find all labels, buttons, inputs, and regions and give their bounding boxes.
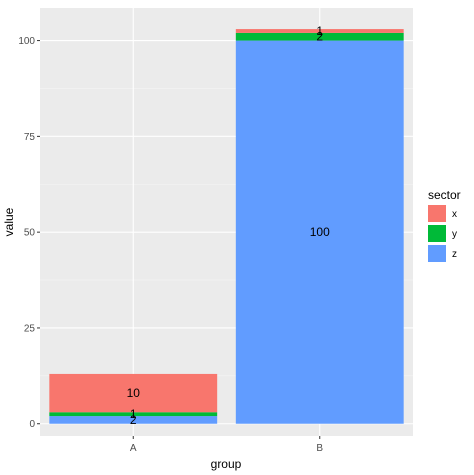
bar-segment-A-x xyxy=(49,373,218,413)
y-tick-label: 75 xyxy=(24,132,36,143)
y-axis-title: value xyxy=(2,207,16,236)
data-label-A-x: 10 xyxy=(127,386,141,400)
legend-label-x: x xyxy=(452,209,457,220)
y-tick-label: 100 xyxy=(18,36,35,47)
data-label-A-y: 1 xyxy=(130,407,137,421)
bar-segment-B-z xyxy=(235,40,404,424)
y-axis: 0 25 50 75 100 xyxy=(18,36,40,430)
data-label-B-z: 100 xyxy=(310,225,330,239)
legend-key-z xyxy=(428,245,446,262)
x-axis-title: group xyxy=(211,457,242,471)
x-tick-label: B xyxy=(316,443,323,454)
data-label-B-x: 1 xyxy=(316,24,323,38)
data-label-B-y: 2 xyxy=(316,30,323,44)
legend-key-x xyxy=(428,205,446,222)
bar-segment-B-y xyxy=(235,32,404,41)
bar-segment-A-z xyxy=(49,416,218,424)
legend: sector xyz xyxy=(428,188,461,262)
x-tick-label: A xyxy=(130,443,137,454)
legend-label-z: z xyxy=(452,249,457,260)
data-label-A-z: 2 xyxy=(130,413,137,427)
bar-segment-A-y xyxy=(49,412,218,417)
bar-segment-B-x xyxy=(235,29,404,33)
legend-key-y xyxy=(428,225,446,242)
y-tick-label: 50 xyxy=(24,228,36,239)
legend-label-y: y xyxy=(452,229,457,240)
bar-stacks xyxy=(49,29,404,424)
y-tick-label: 0 xyxy=(29,419,35,430)
y-tick-label: 25 xyxy=(24,323,36,334)
legend-title: sector xyxy=(428,188,461,202)
